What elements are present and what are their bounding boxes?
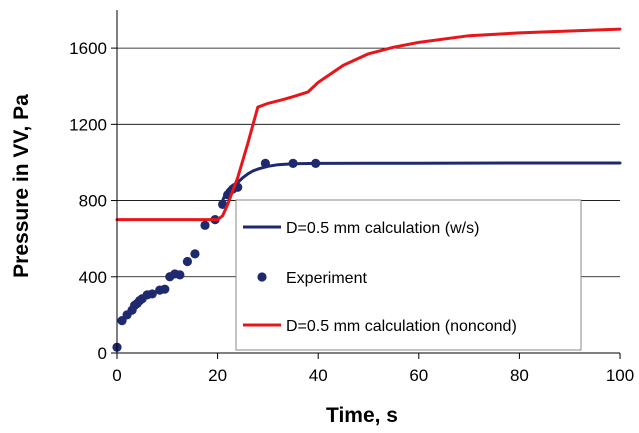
- x-tick-label-1: 20: [208, 366, 227, 385]
- legend-swatch-experiment: [257, 272, 267, 282]
- x-axis-title: Time, s: [326, 404, 398, 427]
- legend-box: [235, 199, 582, 351]
- experiment-point-16: [190, 249, 200, 259]
- y-tick-label-1: 400: [79, 268, 107, 287]
- experiment-point-19: [218, 199, 228, 209]
- experiment-point-15: [182, 256, 193, 267]
- experiment-point-14: [175, 270, 185, 280]
- axes: [111, 10, 621, 359]
- series-line-2: [115, 27, 622, 222]
- experiment-point-25: [311, 158, 321, 168]
- legend: D=0.5 mm calculation (w/s) Experiment D=…: [235, 199, 582, 351]
- x-tick-label-5: 100: [606, 366, 634, 385]
- x-tick-label-3: 60: [409, 366, 428, 385]
- legend-label-experiment: Experiment: [286, 270, 367, 287]
- y-tick-label-2: 800: [79, 192, 107, 211]
- x-tick-label-0: 0: [112, 366, 121, 385]
- y-tick-label-3: 1200: [69, 115, 107, 134]
- x-tick-label-4: 80: [510, 366, 529, 385]
- experiment-point-23: [260, 158, 270, 168]
- y-tick-label-0: 0: [98, 344, 107, 363]
- experiment-point-9: [147, 289, 157, 299]
- legend-label-ws: D=0.5 mm calculation (w/s): [286, 220, 479, 237]
- x-tick-label-2: 40: [309, 366, 328, 385]
- experiment-point-17: [200, 220, 210, 230]
- series-line-0: [221, 161, 622, 203]
- tick-labels: 0 400 800 1200 1600 0 20 40 60 80 100: [69, 39, 634, 385]
- y-tick-label-4: 1600: [69, 39, 107, 58]
- experiment-point-11: [160, 284, 170, 294]
- experiment-point-24: [288, 158, 298, 168]
- legend-label-noncond: D=0.5 mm calculation (noncond): [286, 318, 517, 335]
- y-axis-title: Pressure in VV, Pa: [10, 94, 33, 278]
